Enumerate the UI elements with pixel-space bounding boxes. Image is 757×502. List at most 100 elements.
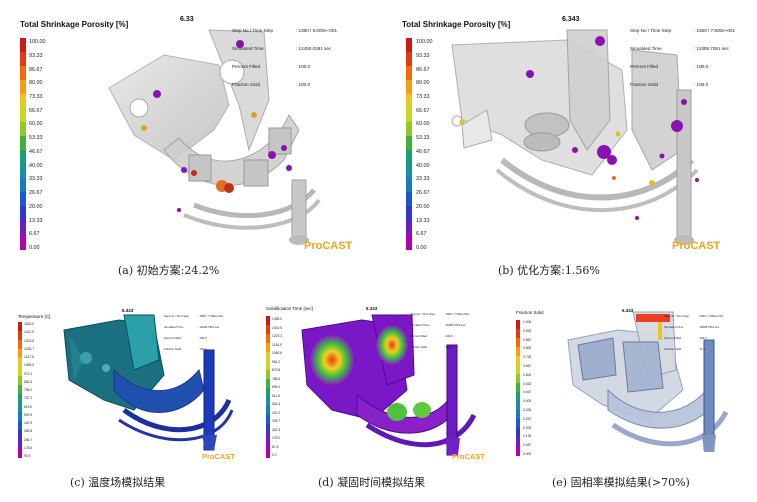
procast-logo: ProCAST: [452, 452, 485, 461]
status-value: : 11808.7051 sec: [698, 324, 720, 329]
tick-label: 0.667: [523, 364, 532, 368]
tick-label: 1135.9: [272, 342, 282, 347]
tick-label: 971.4: [24, 371, 33, 376]
status-key: Step No / Time Step: [410, 312, 436, 317]
tick-label: 73.33: [416, 93, 430, 100]
tick-label: 262.3: [272, 427, 281, 432]
casting-porosity-render-b: [451, 29, 699, 245]
tick-label: 0.933: [523, 328, 532, 333]
scale-title: Solidification Time [sec]: [266, 306, 314, 311]
tick-label: 66.67: [29, 107, 43, 114]
tick-label: 1411.9: [24, 330, 34, 335]
tick-label: 40.00: [416, 162, 430, 169]
procast-logo: ProCAST: [672, 240, 721, 252]
fraction-solid-render: [567, 311, 729, 452]
tick-label: 707.1: [24, 396, 33, 401]
status-key: Fraction Solid: [164, 346, 182, 351]
status-value: : 1560 / 7.500e+001: [444, 312, 469, 317]
status-key: Fraction Solid: [232, 82, 261, 87]
status-key: Percent Filled: [664, 335, 682, 340]
status-value: : 100.0: [444, 344, 453, 349]
tick-label: 53.33: [29, 135, 43, 142]
tick-label: 60.00: [29, 121, 43, 128]
tick-label: 0.267: [523, 416, 532, 421]
status-key: Fraction Solid: [664, 346, 682, 351]
scale-tick-labels: 1500.0 1411.9 1323.8 1235.7 1147.6 1059.…: [24, 322, 46, 458]
tick-label: 883.3: [24, 379, 33, 384]
status-value: : 1560 / 7.500e+001: [698, 314, 723, 319]
status-key: Percent Filled: [232, 64, 261, 69]
tick-label: 178.6: [24, 445, 33, 450]
tick-label: 6.67: [416, 231, 427, 238]
tick-label: 0.200: [523, 425, 532, 430]
simulation-status: Step No / Time Step: 1560 / 7.500e+001 S…: [164, 308, 223, 358]
tick-label: 93.33: [416, 52, 430, 59]
panel-e: Fraction Solid 1.000 0.933 0.867 0.800 0…: [508, 300, 744, 466]
tick-label: 0.800: [523, 346, 532, 351]
tick-label: 0.333: [523, 408, 532, 412]
temperature-field-render: [63, 314, 234, 451]
simulation-status: Step No / Time Step: 1560 / 7.500e+001 S…: [630, 16, 735, 100]
color-scale-bar: [20, 38, 26, 250]
status-key: Percent Filled: [630, 64, 659, 69]
tick-label: 0.00: [29, 245, 40, 251]
tick-label: 60.00: [416, 121, 430, 128]
tick-label: 0.400: [523, 399, 532, 404]
panel-d: Solidification Time [sec] 1398.0 1310.6 …: [262, 300, 490, 466]
tick-label: 0.533: [523, 381, 532, 386]
tick-label: 100.00: [416, 39, 433, 45]
color-scale-bar: [266, 316, 270, 458]
caption-c: (c) 温度场模拟结果: [70, 476, 166, 489]
tick-label: 33.33: [416, 176, 430, 183]
tick-label: 961.2: [272, 359, 281, 364]
status-value: : 1560 / 7.500e+001: [198, 314, 223, 319]
tick-label: 0.733: [523, 355, 532, 360]
status-value: : 1560 / 7.500e+001: [694, 28, 735, 33]
tick-label: 86.67: [29, 66, 43, 73]
status-key: Step No / Time Step: [232, 28, 274, 33]
tick-label: 0.00: [416, 245, 427, 251]
tick-label: 20.00: [416, 203, 430, 210]
tick-label: 530.9: [24, 412, 33, 417]
status-value: : 100.0: [296, 64, 311, 69]
tick-label: 0.467: [523, 390, 532, 395]
tick-label: 786.5: [272, 376, 281, 381]
tick-label: 175.0: [272, 436, 281, 440]
tick-label: 87.6: [272, 444, 279, 449]
status-value: : 100.0: [694, 82, 709, 87]
tick-label: 795.2: [24, 388, 33, 392]
status-key: Simulated Time: [164, 324, 184, 329]
version-label: 6.343: [366, 306, 378, 311]
casting-porosity-render-a: [108, 29, 321, 245]
panel-c: Temperature [C] 1500.0 1411.9 1323.8 123…: [14, 300, 242, 466]
tick-label: 619.0: [24, 404, 33, 409]
tick-label: 1500.0: [24, 322, 35, 326]
status-value: : 100.0: [698, 335, 707, 340]
color-scale-bar: [516, 320, 520, 456]
tick-label: 6.67: [29, 231, 40, 238]
tick-label: 266.7: [24, 437, 33, 442]
tick-label: 73.33: [29, 93, 43, 100]
tick-label: 1223.3: [272, 334, 283, 338]
tick-label: 0.600: [523, 372, 532, 377]
solidification-time-render: [301, 314, 477, 456]
status-value: : 11808.7051 sec: [198, 324, 220, 329]
version-label: 6.343: [122, 308, 134, 313]
status-value: : 11808.7051 sec: [694, 46, 729, 51]
tick-label: 26.67: [29, 190, 43, 197]
caption-a: (a) 初始方案:24.2%: [118, 264, 220, 277]
tick-label: 0.000: [523, 452, 532, 456]
scale-title: Total Shrinkage Porosity [%]: [402, 20, 511, 29]
status-value: : 100.0: [444, 333, 453, 338]
simulation-status: Step No / Time Step: 1360 / 5.000e+001 S…: [232, 16, 337, 100]
tick-label: 33.33: [29, 176, 43, 183]
tick-label: 1059.5: [24, 363, 35, 368]
tick-label: 611.8: [272, 393, 281, 398]
tick-label: 66.67: [416, 107, 430, 114]
status-key: Fraction Solid: [630, 82, 659, 87]
status-value: : 100.0: [694, 64, 709, 69]
tick-label: 0.067: [523, 443, 532, 448]
status-value: : 12450.0391 sec: [296, 46, 332, 51]
simulation-status: Step No / Time Step: 1560 / 7.500e+001 S…: [664, 308, 723, 358]
tick-label: 80.00: [29, 80, 43, 87]
